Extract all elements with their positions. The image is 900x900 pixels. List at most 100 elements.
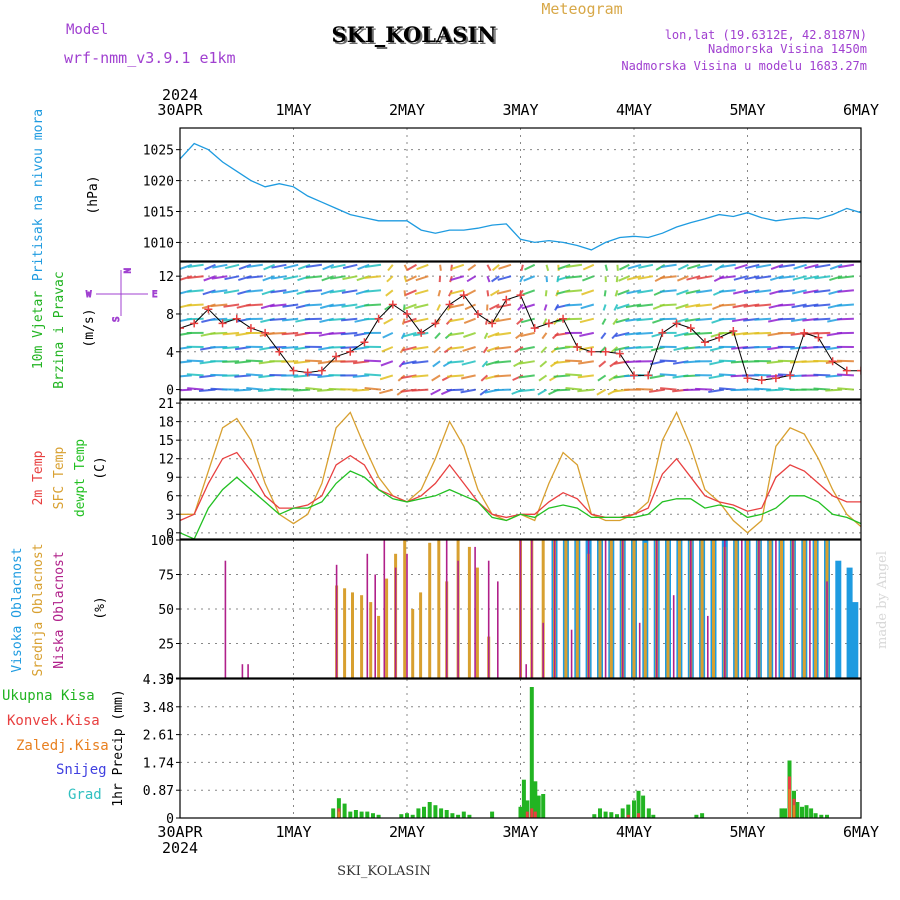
wind-arrow (462, 346, 476, 352)
dewpt-label: dewpt Temp (73, 439, 88, 517)
wind-arrow (380, 360, 394, 367)
total-precip-bar (371, 813, 375, 818)
wind-gust-marker (488, 319, 497, 328)
total-precip-bar (651, 814, 656, 818)
mid-cloud-bar (768, 540, 772, 678)
credit-watermark: made by Angel (875, 551, 890, 649)
wind-arrow (557, 263, 571, 270)
wind-arrow (837, 387, 854, 391)
wind-arrow (695, 303, 713, 308)
cloud-unit: (%) (93, 596, 108, 619)
wind-arrow (224, 275, 240, 281)
y-tick-label: 1010 (143, 236, 174, 251)
wind-arrow (540, 346, 548, 354)
wind-arrow (733, 275, 748, 281)
wind-gust-marker (800, 328, 809, 337)
wind-arrow (495, 317, 512, 323)
low-cloud-bar (241, 664, 244, 678)
wind-arrow (696, 289, 713, 294)
wind-arrow (778, 303, 795, 307)
wind-arrow (385, 289, 394, 297)
bottom-tick-label: 3MAY (502, 823, 538, 841)
wind-arrow (364, 359, 382, 363)
wind-arrow (437, 290, 442, 297)
low-cloud-bar (792, 540, 794, 678)
wind-arrow (614, 290, 619, 297)
total-precip-bar (410, 814, 415, 818)
wind-arrow (364, 263, 382, 268)
wind-arrow (364, 303, 382, 307)
bottom-tick-label: 4MAY (616, 823, 652, 841)
total-precip-bar (456, 814, 461, 818)
bottom-axis-year: 2024 (162, 839, 198, 857)
top-tick-label: 2MAY (389, 101, 425, 119)
wind-gust-marker (573, 343, 582, 352)
wind-arrow (515, 332, 524, 340)
y-tick-label: 75 (158, 569, 174, 584)
wind-arrow (708, 374, 725, 380)
wind-arrow (581, 289, 595, 296)
wind-arrow (449, 303, 465, 309)
wind-arrow (836, 317, 854, 321)
wind-arrow (582, 263, 595, 271)
wind-gust-marker (232, 314, 241, 323)
y-tick-label: 0.87 (143, 784, 174, 799)
frz-precip-bar (793, 805, 795, 818)
wind-arrow (838, 263, 855, 269)
total-precip-bar (626, 804, 631, 818)
frz-precip-bar (337, 811, 340, 818)
total-precip-bar (813, 813, 818, 818)
wind-arrow (673, 331, 689, 338)
mid-cloud-bar (802, 540, 806, 678)
mid-cloud-bar (700, 540, 704, 678)
wind-arrow (305, 303, 322, 307)
wind-arrow (402, 346, 417, 352)
wind-arrow (222, 346, 240, 350)
wind-arrow (467, 263, 477, 272)
wind-gust-marker (275, 347, 284, 356)
wind-arrow (565, 275, 583, 279)
station-title-shadow: SKI_KOLASIN (334, 24, 499, 49)
wind-arrow (180, 290, 181, 292)
panel-border (179, 678, 862, 819)
wind-gust-marker (814, 333, 823, 342)
mid-cloud-bar (666, 540, 670, 678)
mid-cloud-bar (419, 592, 423, 678)
wind-arrow (596, 388, 607, 396)
wind-arrow (381, 346, 394, 353)
conv-precip-bar (530, 808, 534, 818)
wind-arrow (401, 318, 406, 325)
total-precip-bar (632, 800, 636, 818)
total-precip-bar (783, 808, 787, 818)
panel-border (179, 399, 862, 540)
wind-gust-marker (303, 368, 312, 377)
wind-arrow (626, 275, 642, 281)
wind-arrow (755, 263, 772, 269)
wind-arrow (635, 346, 653, 349)
low-cloud-bar (638, 622, 641, 678)
total-precip-bar (342, 803, 347, 818)
low-cloud-bar (374, 574, 376, 678)
wind-arrow (431, 374, 441, 382)
wind-arrow (180, 263, 193, 270)
wind-arrow (403, 275, 408, 283)
wind-arrow (790, 317, 807, 323)
low-cloud-bar (497, 581, 499, 678)
wind-arrow (517, 303, 524, 311)
wind-arrow (486, 264, 492, 272)
wind-arrow (281, 346, 299, 350)
wind-arrow (448, 331, 464, 337)
low-cloud-bar (394, 567, 397, 678)
low-cloud-bar (809, 540, 811, 678)
wind-arrow (545, 264, 550, 272)
wind-arrow (246, 275, 263, 279)
wind-arrow (677, 263, 689, 271)
wind-arrow (791, 303, 807, 309)
wind-gust-marker (743, 374, 752, 383)
wind-arrow (578, 360, 594, 365)
wind-arrow (494, 346, 512, 350)
lonlat-label: lon,lat (19.6312E, 42.8187N) (665, 28, 867, 42)
wind-arrow (415, 275, 429, 282)
wind-arrow (659, 317, 677, 321)
wind-arrow (813, 289, 831, 294)
